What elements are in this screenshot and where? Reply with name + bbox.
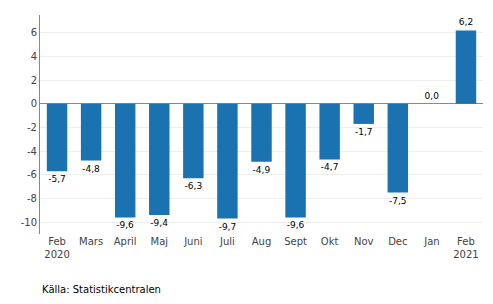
svg-text:Källa: Statistikcentralen: Källa: Statistikcentralen <box>42 284 161 295</box>
svg-text:-5,7: -5,7 <box>48 174 66 184</box>
svg-text:-4,8: -4,8 <box>82 164 100 174</box>
svg-text:-6: -6 <box>27 169 37 180</box>
svg-text:Juni: Juni <box>183 236 202 247</box>
svg-text:-1,7: -1,7 <box>355 127 373 137</box>
svg-text:Feb2020: Feb2020 <box>44 236 69 260</box>
svg-text:6: 6 <box>31 27 37 38</box>
svg-text:-4,9: -4,9 <box>253 165 271 175</box>
svg-text:Jan: Jan <box>423 236 439 247</box>
svg-text:Aug: Aug <box>252 236 272 247</box>
svg-text:Okt: Okt <box>321 236 339 247</box>
svg-text:-10: -10 <box>21 217 37 228</box>
svg-text:4: 4 <box>31 51 37 62</box>
svg-text:6,2: 6,2 <box>459 17 473 27</box>
svg-text:-4: -4 <box>27 146 37 157</box>
svg-text:-7,5: -7,5 <box>389 196 407 206</box>
svg-text:-9,6: -9,6 <box>287 220 305 230</box>
svg-text:Mars: Mars <box>79 236 103 247</box>
svg-text:-9,6: -9,6 <box>116 220 134 230</box>
svg-text:Nov: Nov <box>354 236 374 247</box>
svg-text:Maj: Maj <box>150 236 168 247</box>
svg-text:Dec: Dec <box>388 236 407 247</box>
svg-text:2: 2 <box>31 75 37 86</box>
svg-text:Feb2021: Feb2021 <box>453 236 478 260</box>
svg-text:-4,7: -4,7 <box>321 162 339 172</box>
svg-text:-9,4: -9,4 <box>150 218 168 228</box>
svg-text:Sept: Sept <box>284 236 307 247</box>
svg-text:0: 0 <box>31 98 37 109</box>
svg-text:0,0: 0,0 <box>425 91 440 101</box>
svg-text:-8: -8 <box>27 193 37 204</box>
svg-text:-6,3: -6,3 <box>185 181 203 191</box>
svg-text:April: April <box>114 236 137 247</box>
svg-text:Juli: Juli <box>219 236 235 247</box>
svg-text:-9,7: -9,7 <box>219 222 237 232</box>
svg-text:-2: -2 <box>27 122 37 133</box>
